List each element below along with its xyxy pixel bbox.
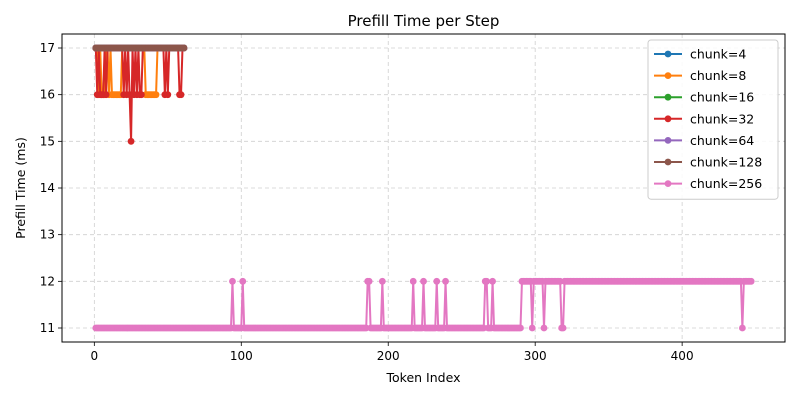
y-axis-label: Prefill Time (ms) xyxy=(13,137,28,239)
x-axis-label: Token Index xyxy=(386,370,461,385)
legend-label-chunk-8: chunk=8 xyxy=(690,68,746,83)
x-tick-label: 100 xyxy=(230,349,253,363)
x-tick-label: 300 xyxy=(524,349,547,363)
data-point xyxy=(229,277,236,285)
data-point xyxy=(738,324,746,332)
y-tick-label: 14 xyxy=(40,181,55,195)
data-point xyxy=(517,324,524,332)
legend-marker-chunk-32 xyxy=(664,115,672,123)
data-point xyxy=(177,91,185,99)
x-tick-label: 0 xyxy=(91,349,99,363)
legend: chunk=4 chunk=8 chunk=16 chunk=32 chunk=64 ch… xyxy=(647,39,779,200)
data-point xyxy=(559,324,567,332)
data-point xyxy=(378,277,386,285)
series-group xyxy=(92,44,755,332)
x-tick-label: 400 xyxy=(671,349,694,363)
legend-marker-chunk-256 xyxy=(664,180,672,188)
data-point xyxy=(483,277,491,285)
data-point xyxy=(528,324,536,332)
data-point xyxy=(152,91,160,99)
data-point xyxy=(239,277,247,285)
y-tick-label: 15 xyxy=(40,134,55,148)
legend-box xyxy=(647,39,779,200)
data-point xyxy=(489,277,496,285)
legend-label-chunk-256: chunk=256 xyxy=(690,176,762,191)
x-tick-label: 200 xyxy=(377,349,400,363)
legend-marker-chunk-4 xyxy=(664,50,672,58)
legend-marker-chunk-16 xyxy=(664,93,672,101)
data-point xyxy=(442,277,449,285)
data-point xyxy=(409,277,417,285)
legend-label-chunk-32: chunk=32 xyxy=(690,111,754,126)
data-point xyxy=(540,324,548,332)
data-point xyxy=(127,137,135,145)
y-tick-label: 12 xyxy=(40,274,55,288)
data-point xyxy=(747,277,755,285)
data-point xyxy=(433,277,441,285)
legend-label-chunk-64: chunk=64 xyxy=(690,133,754,148)
axis-ticks: 0 100 200 300 400 11 12 13 14 15 16 17 xyxy=(40,41,694,363)
data-point xyxy=(365,277,373,285)
y-tick-label: 11 xyxy=(40,321,55,335)
legend-marker-chunk-8 xyxy=(664,72,672,79)
data-point xyxy=(102,91,110,99)
chart-title: Prefill Time per Step xyxy=(348,12,500,30)
y-tick-label: 16 xyxy=(40,88,55,102)
y-tick-label: 13 xyxy=(40,228,55,242)
data-point xyxy=(164,91,172,99)
y-tick-label: 17 xyxy=(40,41,55,55)
legend-label-chunk-128: chunk=128 xyxy=(690,155,762,170)
data-point xyxy=(420,277,427,285)
legend-marker-chunk-128 xyxy=(664,158,672,166)
series-chunk-256 xyxy=(92,277,755,332)
legend-label-chunk-16: chunk=16 xyxy=(690,90,754,105)
legend-label-chunk-4: chunk=4 xyxy=(690,47,746,62)
legend-marker-chunk-64 xyxy=(664,137,672,144)
data-point xyxy=(180,44,188,52)
data-point xyxy=(137,91,145,99)
series-chunk-128 xyxy=(92,44,188,52)
